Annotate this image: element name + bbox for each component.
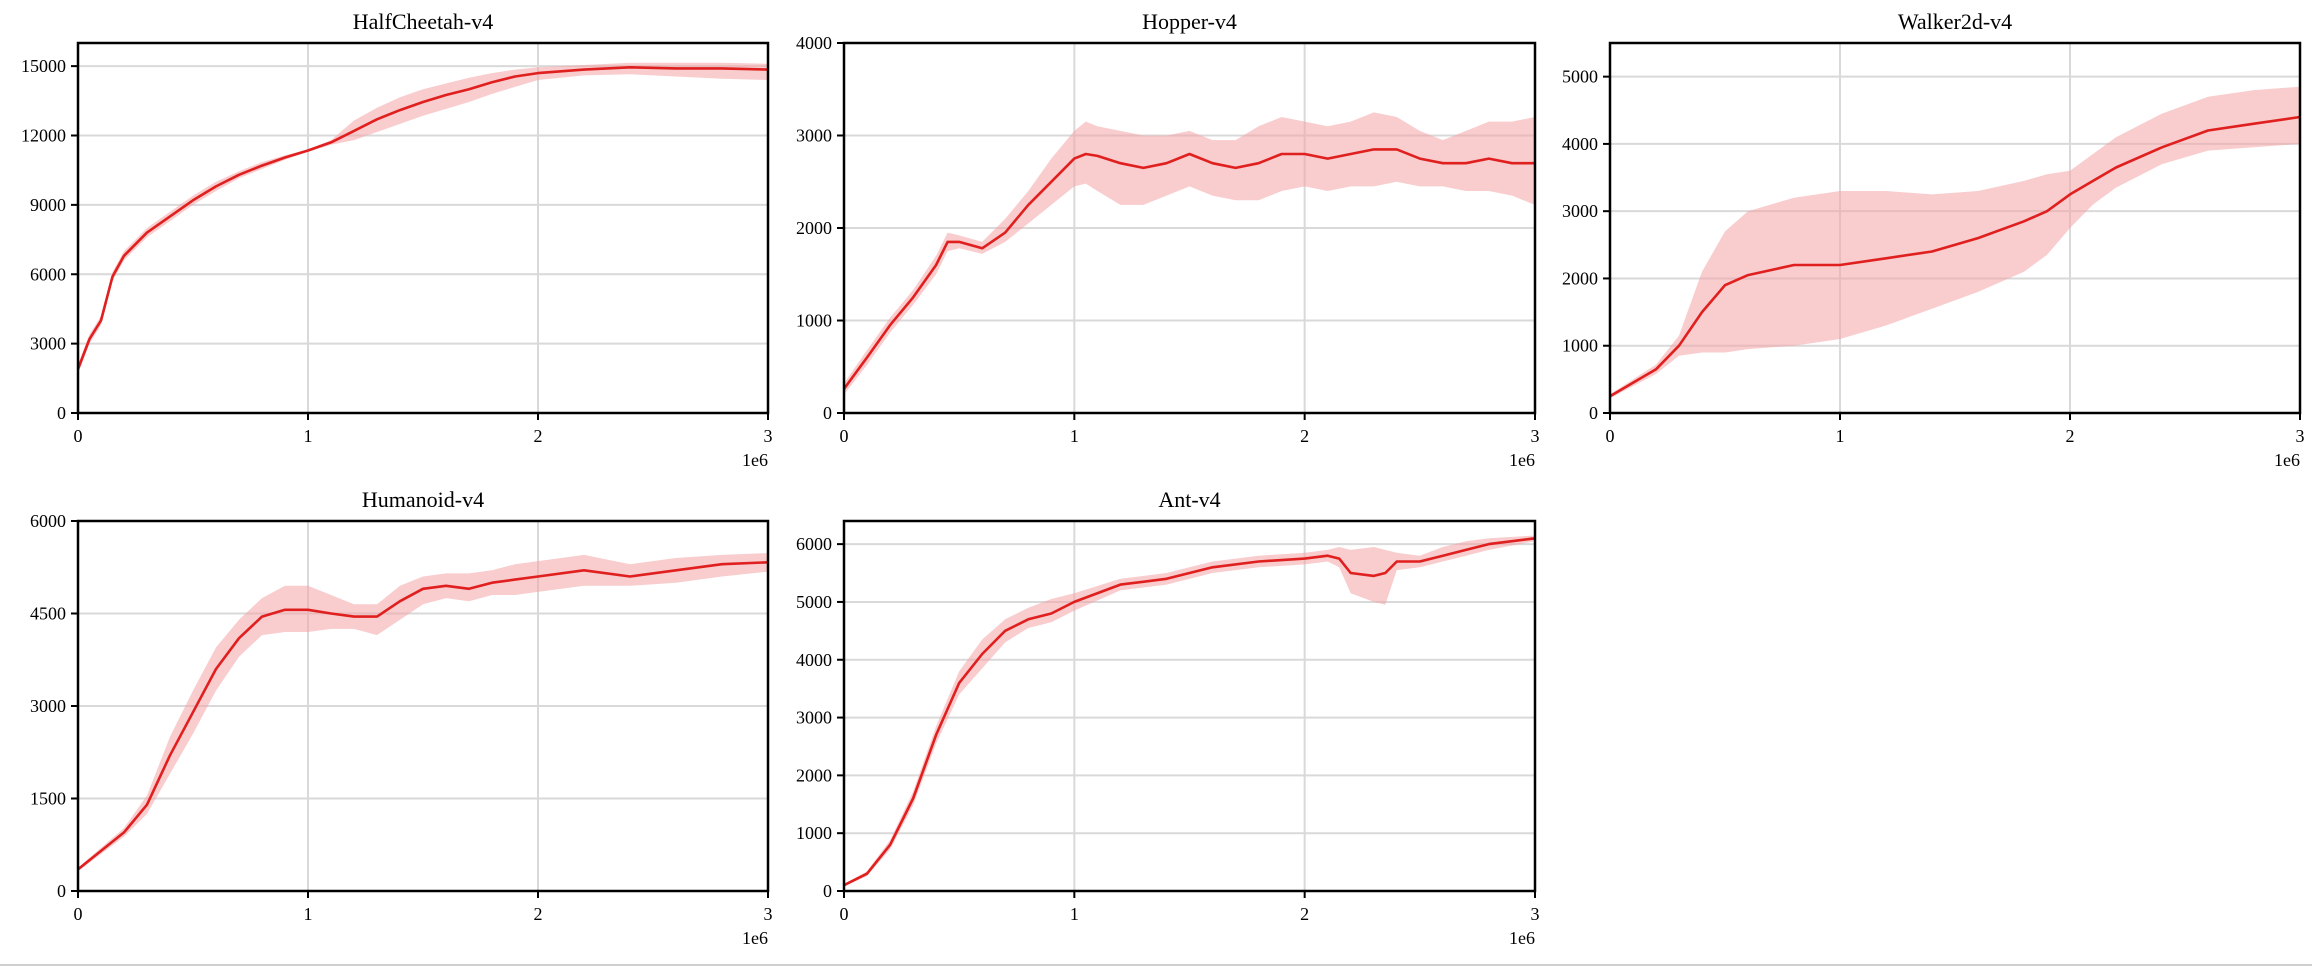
y-tick-label: 6000 [30,511,66,531]
x-tick-label: 2 [534,904,543,924]
x-tick-label: 0 [840,426,849,446]
confidence-band [844,112,1535,395]
x-tick-label: 3 [764,904,773,924]
bottom-divider [0,964,2312,966]
y-tick-label: 0 [823,881,832,901]
x-tick-label: 3 [764,426,773,446]
y-tick-label: 5000 [1562,67,1598,87]
confidence-band [78,553,768,872]
y-tick-label: 12000 [21,126,66,146]
subplot-title: HalfCheetah-v4 [353,9,494,34]
y-tick-label: 6000 [796,534,832,554]
x-tick-label: 2 [1300,426,1309,446]
subplot-title: Hopper-v4 [1142,9,1237,34]
x-multiplier-label: 1e6 [742,928,768,948]
y-tick-label: 0 [823,403,832,423]
y-tick-label: 3000 [1562,201,1598,221]
x-tick-label: 1 [1070,426,1079,446]
x-tick-label: 1 [304,426,313,446]
y-tick-label: 4000 [1562,134,1598,154]
y-tick-label: 1500 [30,789,66,809]
x-tick-label: 0 [1606,426,1615,446]
series-line [1609,115,2301,398]
y-tick-label: 4500 [30,604,66,624]
y-tick-label: 5000 [796,592,832,612]
subplot-halfcheetah-v4: 0 1 2 3 0 3000 6000 9000 12000 15000 1e6 HalfCheeta… [21,9,773,470]
axes-frame [1608,41,2302,415]
subplot-humanoid-v4: 0 1 2 3 0 1500 3000 4500 6000 1e6 Humanoid-v4 [30,487,773,948]
y-tick-label: 2000 [796,218,832,238]
x-tick-label: 1 [1070,904,1079,924]
x-tick-label: 1 [1836,426,1845,446]
subplot-title: Walker2d-v4 [1898,9,2012,34]
y-tick-label: 15000 [21,56,66,76]
series-line [842,148,1535,390]
y-tick-label: 1000 [1562,336,1598,356]
x-tick-label: 3 [1531,904,1540,924]
y-tick-label: 4000 [796,33,832,53]
x-tick-label: 3 [2296,426,2305,446]
x-multiplier-label: 1e6 [1509,450,1535,470]
axes-frame [842,519,1537,893]
x-tick-label: 3 [1531,426,1540,446]
axes-frame [76,41,770,415]
subplot-title: Ant-v4 [1158,487,1220,512]
confidence-band [78,62,768,374]
subplot-walker2d-v4: 0 1 2 3 0 1000 2000 3000 4000 5000 1e6 Walker2d-v4 [1562,9,2305,470]
y-tick-label: 3000 [30,696,66,716]
y-tick-label: 1000 [796,311,832,331]
x-tick-label: 1 [304,904,313,924]
y-tick-label: 3000 [796,126,832,146]
y-tick-label: 9000 [30,195,66,215]
x-tick-label: 0 [74,426,83,446]
series-line [76,66,769,370]
y-tick-label: 0 [57,881,66,901]
x-multiplier-label: 1e6 [1509,928,1535,948]
y-tick-label: 2000 [1562,268,1598,288]
x-tick-label: 0 [840,904,849,924]
series-line [843,537,1536,887]
y-tick-label: 4000 [796,650,832,670]
x-tick-label: 2 [534,426,543,446]
subplot-ant-v4: 0 1 2 3 0 1000 2000 3000 4000 5000 6000 1e6 Ant-v4 [796,487,1540,948]
y-tick-label: 6000 [30,264,66,284]
y-tick-label: 1000 [796,823,832,843]
x-multiplier-label: 1e6 [2274,450,2300,470]
y-tick-label: 3000 [796,708,832,728]
x-tick-label: 2 [1300,904,1309,924]
series-line [77,561,769,871]
y-tick-label: 3000 [30,334,66,354]
confidence-band [844,535,1535,887]
x-multiplier-label: 1e6 [742,450,768,470]
x-tick-label: 2 [2066,426,2075,446]
y-tick-label: 0 [57,403,66,423]
confidence-band [1610,86,2300,399]
y-tick-label: 0 [1589,403,1598,423]
y-tick-label: 2000 [796,765,832,785]
subplot-title: Humanoid-v4 [362,487,484,512]
subplot-hopper-v4: 0 1 2 3 0 1000 2000 3000 4000 1e6 Hopper-v4 [796,9,1540,470]
x-tick-label: 0 [74,904,83,924]
